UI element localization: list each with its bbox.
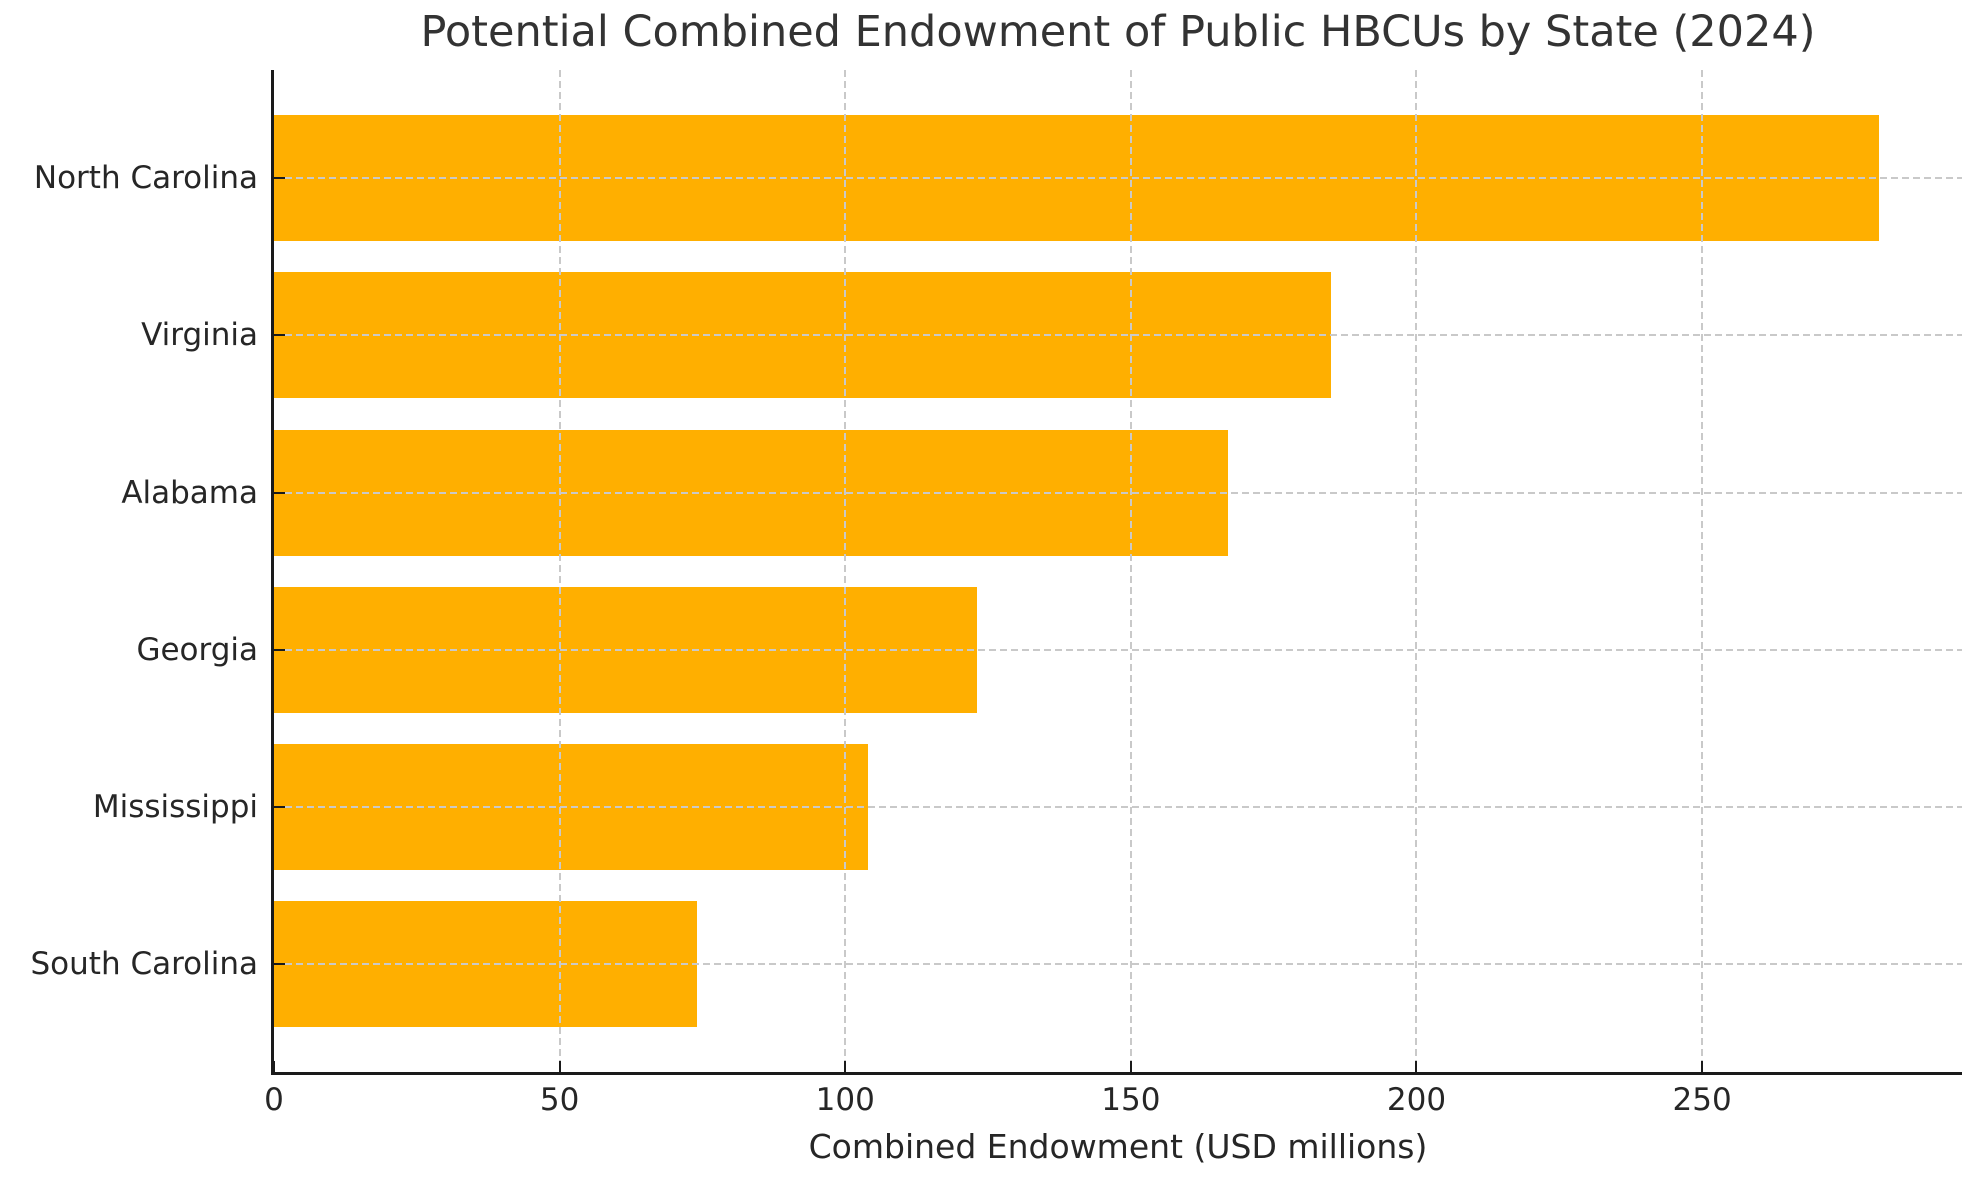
y-gridline	[274, 962, 1962, 965]
x-gridline	[1415, 70, 1418, 1072]
x-gridline	[1129, 70, 1132, 1072]
y-gridline	[274, 648, 1962, 651]
x-gridline	[1701, 70, 1704, 1072]
x-tick-mark	[1129, 1061, 1132, 1072]
x-tick-label: 50	[539, 1082, 580, 1118]
x-axis-label: Combined Endowment (USD millions)	[808, 1127, 1428, 1166]
y-gridline	[274, 177, 1962, 180]
y-tick-label: Georgia	[136, 631, 258, 668]
x-tick-mark	[558, 1061, 561, 1072]
x-tick-mark	[1701, 1061, 1704, 1072]
y-tick-mark	[274, 334, 285, 337]
y-tick-label: South Carolina	[30, 945, 259, 982]
y-tick-mark	[274, 805, 285, 808]
x-gridline	[558, 70, 561, 1072]
y-tick-mark	[274, 177, 285, 180]
x-tick-label: 250	[1672, 1082, 1732, 1118]
plot-area: 0 50 100 150 200 250 North Carolina Virginia Ala…	[31, 70, 1962, 1117]
x-tick-label: 150	[1101, 1082, 1161, 1118]
x-tick-label: 100	[815, 1082, 875, 1118]
y-gridline	[274, 334, 1962, 337]
x-tick-label: 200	[1386, 1082, 1447, 1118]
y-gridline	[274, 491, 1962, 494]
y-tick-mark	[274, 962, 285, 965]
y-axis-spine	[271, 70, 274, 1075]
y-tick-label: Alabama	[121, 474, 258, 511]
chart-title: Potential Combined Endowment of Public H…	[420, 7, 1816, 57]
y-gridline	[274, 805, 1962, 808]
x-tick-mark	[1415, 1061, 1418, 1072]
y-tick-label: Mississippi	[92, 788, 258, 825]
x-tick-label: 0	[264, 1082, 284, 1118]
x-tick-mark	[273, 1061, 275, 1072]
y-tick-mark	[274, 491, 285, 494]
y-tick-label: Virginia	[141, 317, 258, 354]
y-tick-mark	[274, 648, 285, 651]
x-axis-spine	[271, 1072, 1962, 1075]
x-gridline	[844, 70, 847, 1072]
x-tick-mark	[844, 1061, 847, 1072]
y-tick-label: North Carolina	[33, 160, 258, 197]
